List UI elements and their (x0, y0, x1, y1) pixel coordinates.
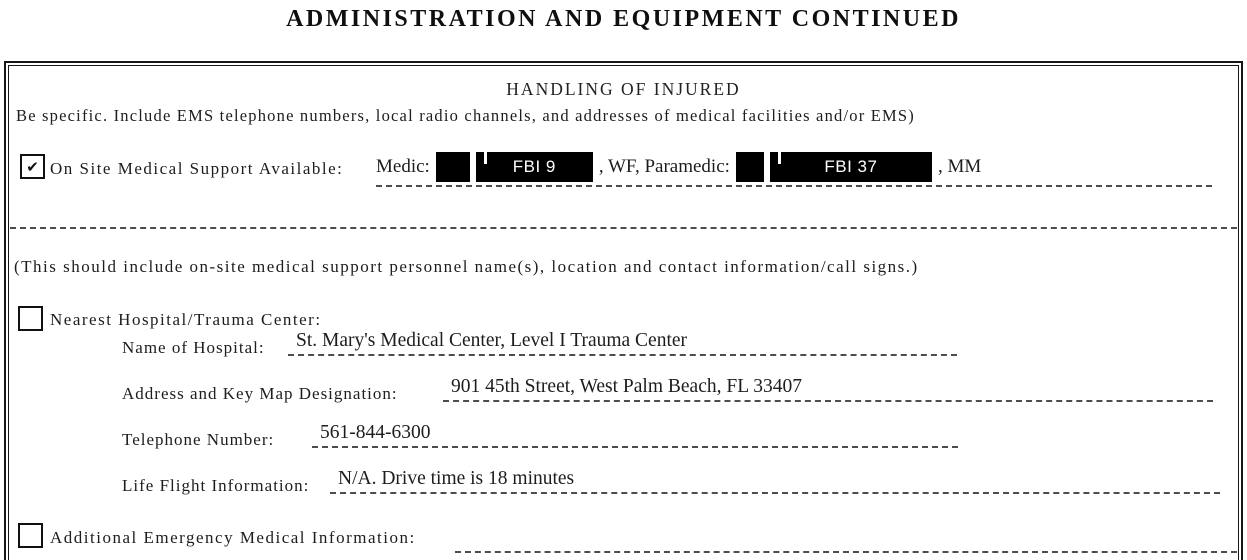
medic-value-text: Medic: (376, 156, 430, 177)
nearest-hospital-label: Nearest Hospital/Trauma Center: (50, 310, 322, 329)
checkmark-icon: ✔ (26, 157, 39, 176)
on-site-medical-support-field[interactable]: Medic: FBI 9 , WF, Paramedic: FBI 37 , M… (376, 149, 1212, 187)
life-flight-information-label: Life Flight Information: (122, 476, 310, 495)
additional-emergency-label: Additional Emergency Medical Information… (50, 528, 416, 547)
suffix-value-text: , MM (937, 156, 982, 177)
continuation-fill-line[interactable] (10, 0, 1237, 229)
nearest-hospital-checkbox[interactable] (18, 306, 43, 331)
redaction-box-small-2 (735, 152, 764, 182)
telephone-number-field[interactable]: 561-844-6300 (312, 420, 958, 448)
life-flight-information-field[interactable]: N/A. Drive time is 18 minutes (330, 466, 1220, 494)
page-title: ADMINISTRATION AND EQUIPMENT CONTINUED (286, 6, 961, 32)
on-site-medical-support-label: On Site Medical Support Available: (50, 159, 344, 178)
section-instruction: Be specific. Include EMS telephone numbe… (16, 106, 915, 125)
section-title: HANDLING OF INJURED (506, 79, 741, 99)
additional-emergency-field[interactable] (455, 527, 1237, 553)
redaction-box-fbi-9: FBI 9 (475, 152, 593, 182)
name-of-hospital-label: Name of Hospital: (122, 338, 265, 357)
handling-of-injured-box-inner-border (8, 65, 1239, 560)
additional-emergency-checkbox[interactable] (18, 523, 43, 548)
section-note: (This should include on-site medical sup… (14, 257, 919, 276)
name-of-hospital-field[interactable]: St. Mary's Medical Center, Level I Traum… (288, 328, 957, 356)
telephone-number-label: Telephone Number: (122, 430, 275, 449)
address-key-map-label: Address and Key Map Designation: (122, 384, 398, 403)
address-key-map-field[interactable]: 901 45th Street, West Palm Beach, FL 334… (443, 374, 1213, 402)
redaction-box-small-1 (435, 152, 470, 182)
paramedic-value-text: , WF, Paramedic: (598, 156, 730, 177)
handling-of-injured-box (4, 61, 1243, 560)
on-site-medical-support-checkbox[interactable]: ✔ (20, 154, 45, 179)
redaction-box-fbi-37: FBI 37 (769, 152, 932, 182)
